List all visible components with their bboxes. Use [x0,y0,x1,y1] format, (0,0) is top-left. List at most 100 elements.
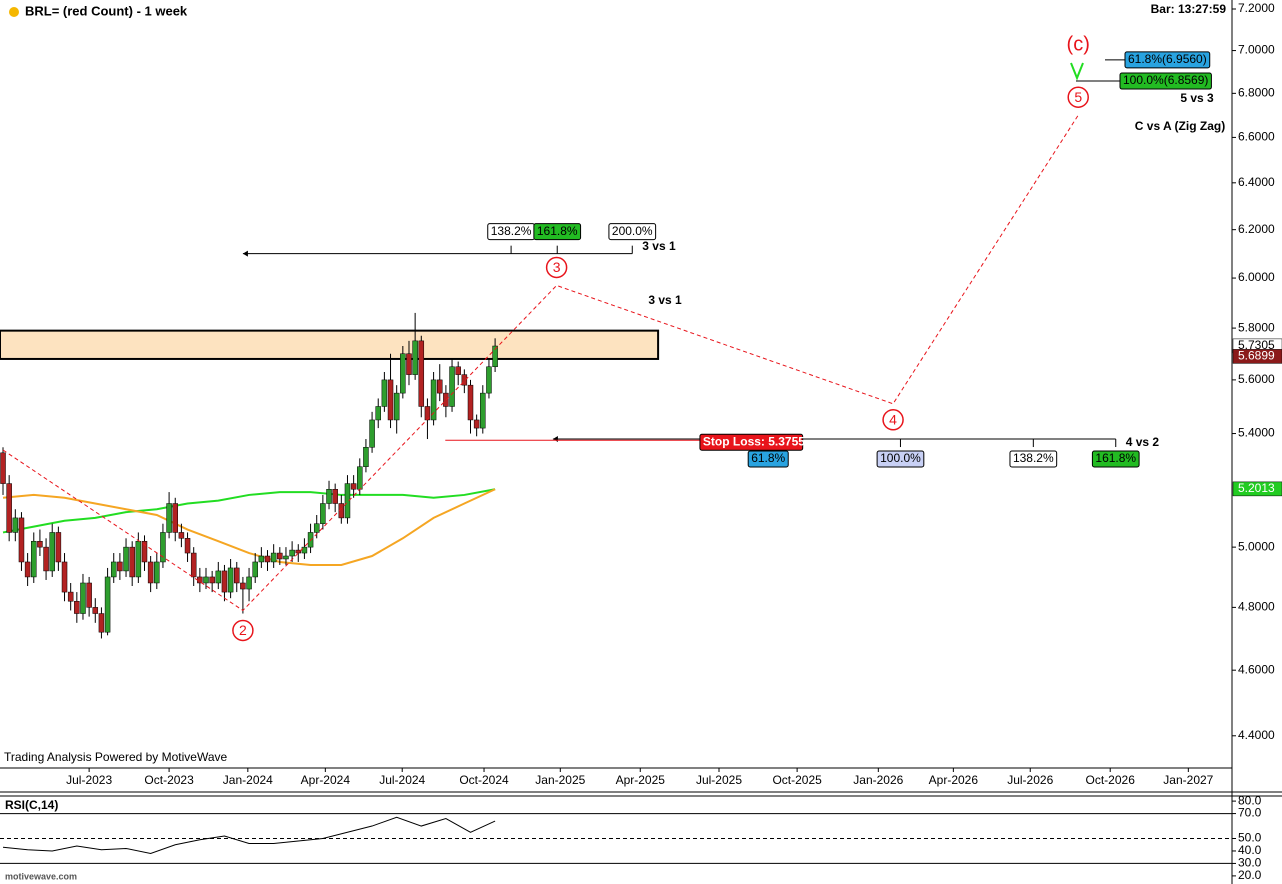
fib-label: 138.2% [491,224,532,238]
candle-body [289,549,295,557]
y-tick-label: 5.8000 [1238,320,1275,334]
rsi-label: RSI(C,14) [5,798,58,812]
candle-body [117,561,123,572]
candle-body [80,582,86,614]
x-tick-label: Oct-2024 [459,773,509,787]
candle-body [37,540,43,548]
candle-body [277,552,283,560]
candle-body [406,353,412,375]
candle-body [455,366,461,375]
x-tick-label: Jan-2025 [535,773,585,787]
fib-label-box [608,223,657,241]
fib-label: 200.0% [612,224,653,238]
candle-body [160,532,166,563]
candle-body [31,540,37,578]
wave-circle [882,409,904,431]
candle-body [357,466,363,490]
fib-note: 3 vs 1 [642,239,676,253]
moving-average [2,488,496,534]
x-tick-label: Jul-2025 [696,773,742,787]
y-tick-label: 4.4000 [1238,728,1275,742]
candle-body [467,384,474,421]
target-label-box [1124,51,1211,69]
candle-body [227,567,234,593]
candle-body [172,503,178,533]
candle-body [49,532,55,572]
candle-body [264,555,271,563]
candle-body [418,340,425,407]
target-label: 100.0%(6.8569) [1123,73,1208,87]
candle-body [61,561,68,593]
y-tick-label: 7.2000 [1238,1,1275,15]
y-tick-label: 6.4000 [1238,175,1275,189]
fib-label: 61.8% [751,451,785,465]
candle-body [184,538,191,554]
candle-body [295,549,302,554]
wave-line [2,114,1079,612]
footer: motivewave.com [5,871,77,881]
fib-label-box [1091,450,1140,468]
wave-label: 3 [553,259,561,275]
candle-body [381,379,388,407]
y-tick-label: 6.6000 [1238,130,1275,144]
candle-body [74,600,80,614]
wave-label: 4 [889,411,897,427]
candle-body [178,532,185,539]
rsi-tick-label: 80.0 [1238,793,1262,807]
candle-body [24,561,31,578]
y-tick-label: 4.8000 [1238,600,1275,614]
candle-body [6,483,12,533]
candle-body [258,555,265,563]
resistance-zone [0,329,660,360]
candle-body [147,561,154,584]
y-tick-label: 6.8000 [1238,86,1275,100]
candle-body [375,406,381,421]
moving-average [2,488,496,566]
y-tick-label: 5.6000 [1238,372,1275,386]
candle-body [252,561,258,578]
price-marker-box [1232,481,1282,497]
candle-body [486,366,492,394]
candle-body [141,540,148,563]
candle-body [234,567,240,584]
candle-body [0,452,6,484]
candle-body [363,447,369,467]
fib-label-box [876,450,925,468]
price-marker-label: 5.2013 [1238,481,1275,495]
bar-time: Bar: 13:27:59 [1151,2,1227,16]
rsi-tick-label: 70.0 [1238,806,1262,820]
candle-body [246,576,252,590]
fib-label-box [533,223,582,241]
candle-body [123,546,129,572]
candle-body [492,345,498,368]
candle-body [92,607,99,614]
candle-body [430,379,437,421]
candle-body [221,570,228,593]
candle-body [12,517,19,533]
fib-label: 138.2% [1013,451,1054,465]
x-tick-label: Jan-2026 [853,773,903,787]
wave-circle [545,256,568,279]
candle-body [461,374,468,386]
candle-body [98,613,105,633]
candle-body [129,546,135,578]
wave-label: (c) [1067,33,1090,55]
fib-label: 100.0% [880,451,921,465]
stop-loss-label: Stop Loss: 5.3755 [703,434,805,448]
candle-body [104,576,111,633]
candle-body [400,353,406,394]
note: C vs A (Zig Zag) [1135,119,1225,133]
x-tick-label: Apr-2024 [301,773,351,787]
candle-body [387,379,394,421]
candle-body [270,552,277,563]
candle-body [209,576,215,584]
candle-body [154,561,160,584]
candle-body [55,532,62,563]
target-label-box [1119,72,1212,90]
candle-body [135,540,142,578]
rsi-tick-label: 30.0 [1238,856,1262,870]
price-marker-box [1232,349,1282,364]
rsi-tick-label: 50.0 [1238,831,1262,845]
y-tick-label: 5.0000 [1238,539,1275,553]
